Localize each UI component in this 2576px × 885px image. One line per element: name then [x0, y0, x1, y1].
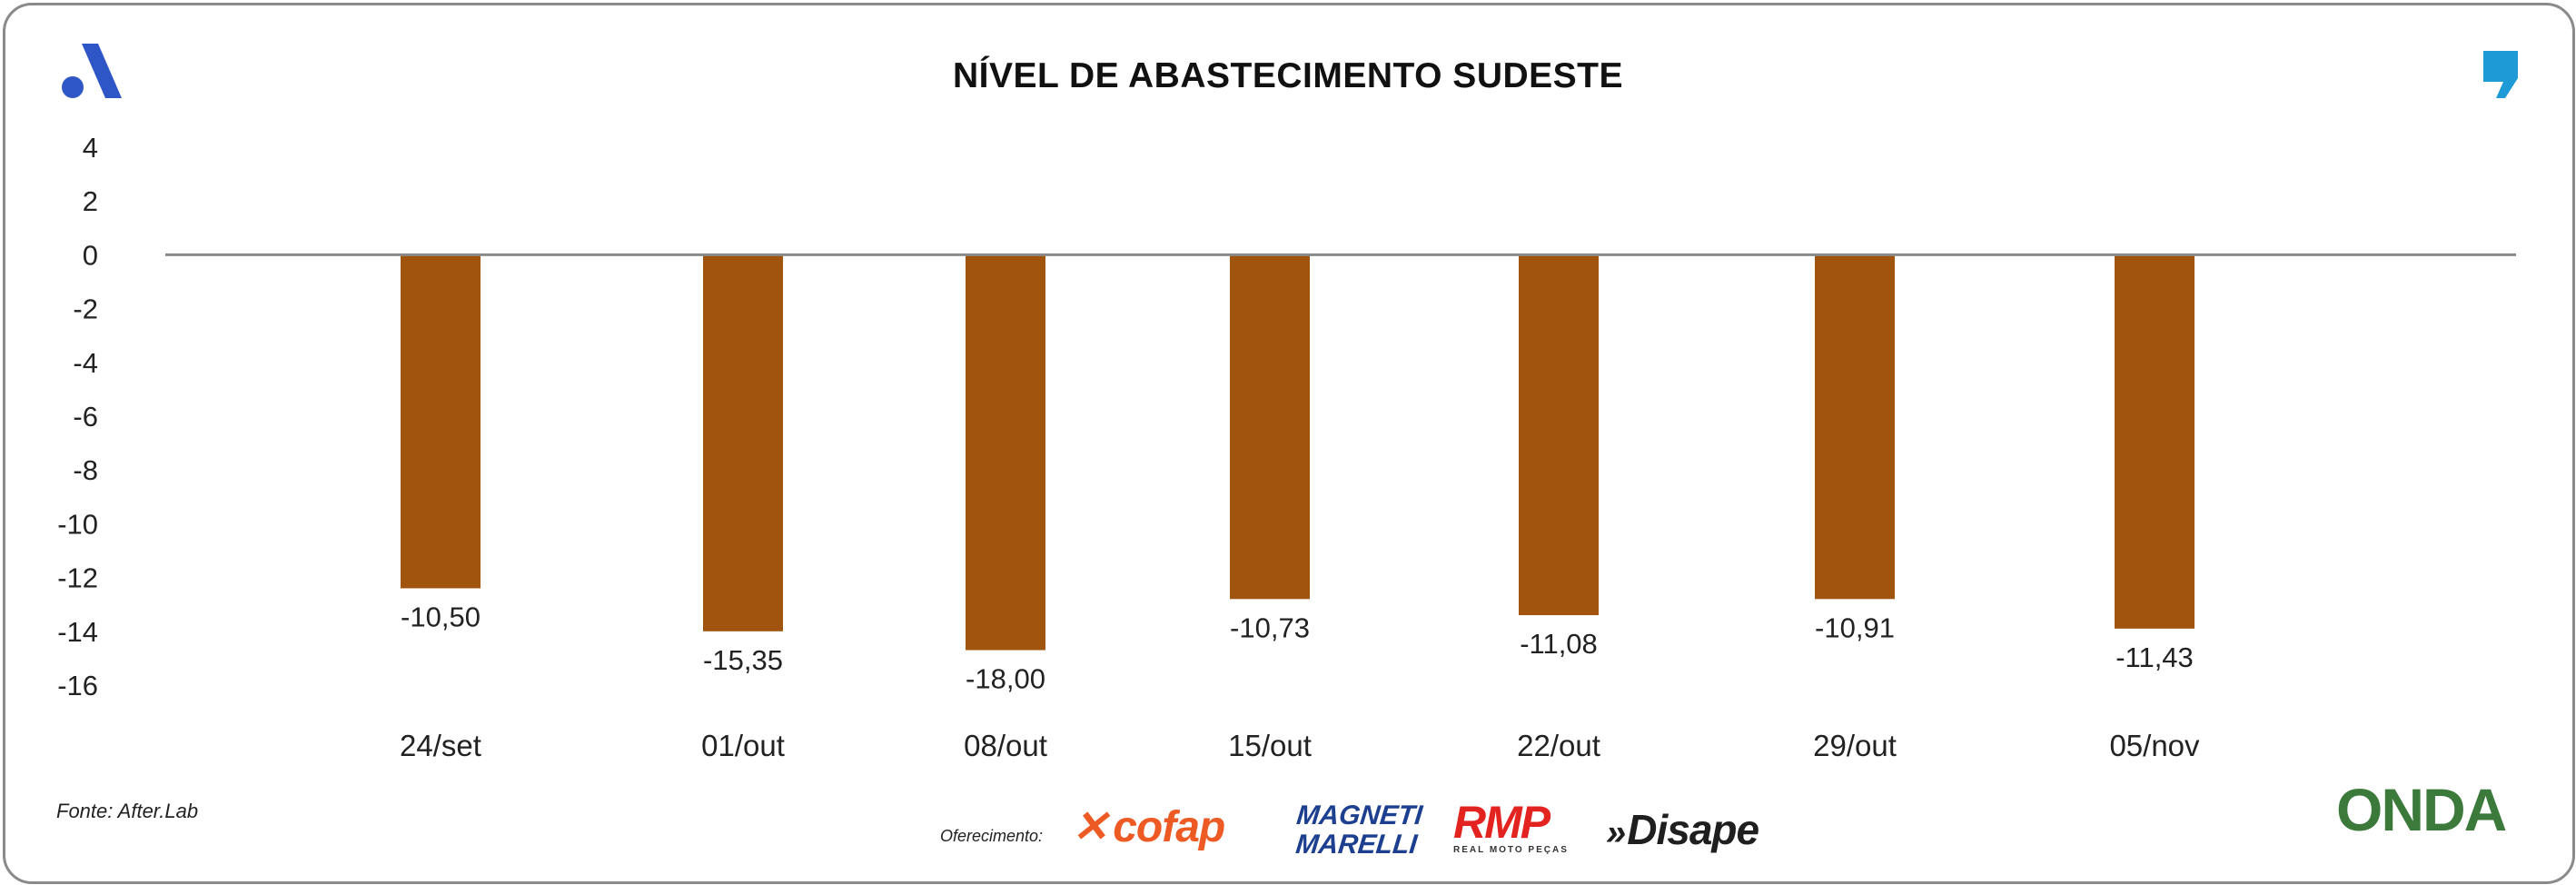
- data-label: -11,43: [2115, 641, 2194, 673]
- x-tick-label: 24/set: [400, 729, 481, 762]
- cofap-x-icon: ✕: [1072, 803, 1108, 851]
- quote-mark-icon: [2483, 51, 2518, 98]
- y-tick-label: -16: [57, 670, 98, 701]
- x-tick-label: 15/out: [1228, 729, 1312, 762]
- cofap-logo: ✕ cofap: [1072, 803, 1225, 851]
- data-label: -15,35: [703, 644, 783, 676]
- x-tick-label: 08/out: [964, 729, 1047, 762]
- stylized-a-logo-icon: [62, 44, 122, 98]
- y-tick-label: -4: [73, 347, 98, 379]
- y-tick-label: -6: [73, 401, 98, 433]
- x-tick-label: 05/nov: [2109, 729, 2200, 762]
- data-label: -11,08: [1520, 628, 1598, 660]
- y-tick-label: -14: [57, 616, 98, 648]
- y-tick-label: 2: [83, 185, 98, 217]
- y-tick-label: -8: [73, 454, 98, 486]
- bar: [2115, 254, 2195, 629]
- x-tick-label: 01/out: [701, 729, 785, 762]
- double-chevron-icon: »: [1606, 812, 1626, 852]
- source-note: Fonte: After.Lab: [56, 800, 199, 822]
- bar: [1815, 254, 1895, 600]
- onda-logo: ONDA: [2336, 776, 2507, 843]
- data-label: -18,00: [966, 663, 1045, 695]
- x-tick-label: 29/out: [1813, 729, 1897, 762]
- data-label: -10,91: [1815, 612, 1895, 643]
- sponsor-label: Oferecimento:: [940, 827, 1044, 845]
- bar: [703, 254, 783, 631]
- chart-title: NÍVEL DE ABASTECIMENTO SUDESTE: [952, 56, 1624, 95]
- y-tick-label: -2: [73, 293, 98, 325]
- bar: [401, 254, 481, 589]
- data-label: -10,73: [1230, 612, 1310, 643]
- x-tick-label: 22/out: [1517, 729, 1600, 762]
- bar: [1230, 254, 1310, 600]
- y-tick-label: -12: [57, 562, 98, 594]
- magneti-marelli-logo: MAGNETI MARELLI: [1293, 800, 1424, 860]
- y-tick-label: -10: [57, 508, 98, 540]
- y-tick-label: 0: [83, 239, 98, 271]
- y-tick-label: 4: [83, 132, 98, 164]
- data-label: -10,50: [401, 601, 481, 632]
- bar: [966, 254, 1045, 651]
- bar: [1519, 254, 1599, 616]
- disape-logo: »Disape: [1606, 806, 1759, 853]
- rmp-logo: RMP REAL MOTO PEÇAS: [1453, 797, 1569, 855]
